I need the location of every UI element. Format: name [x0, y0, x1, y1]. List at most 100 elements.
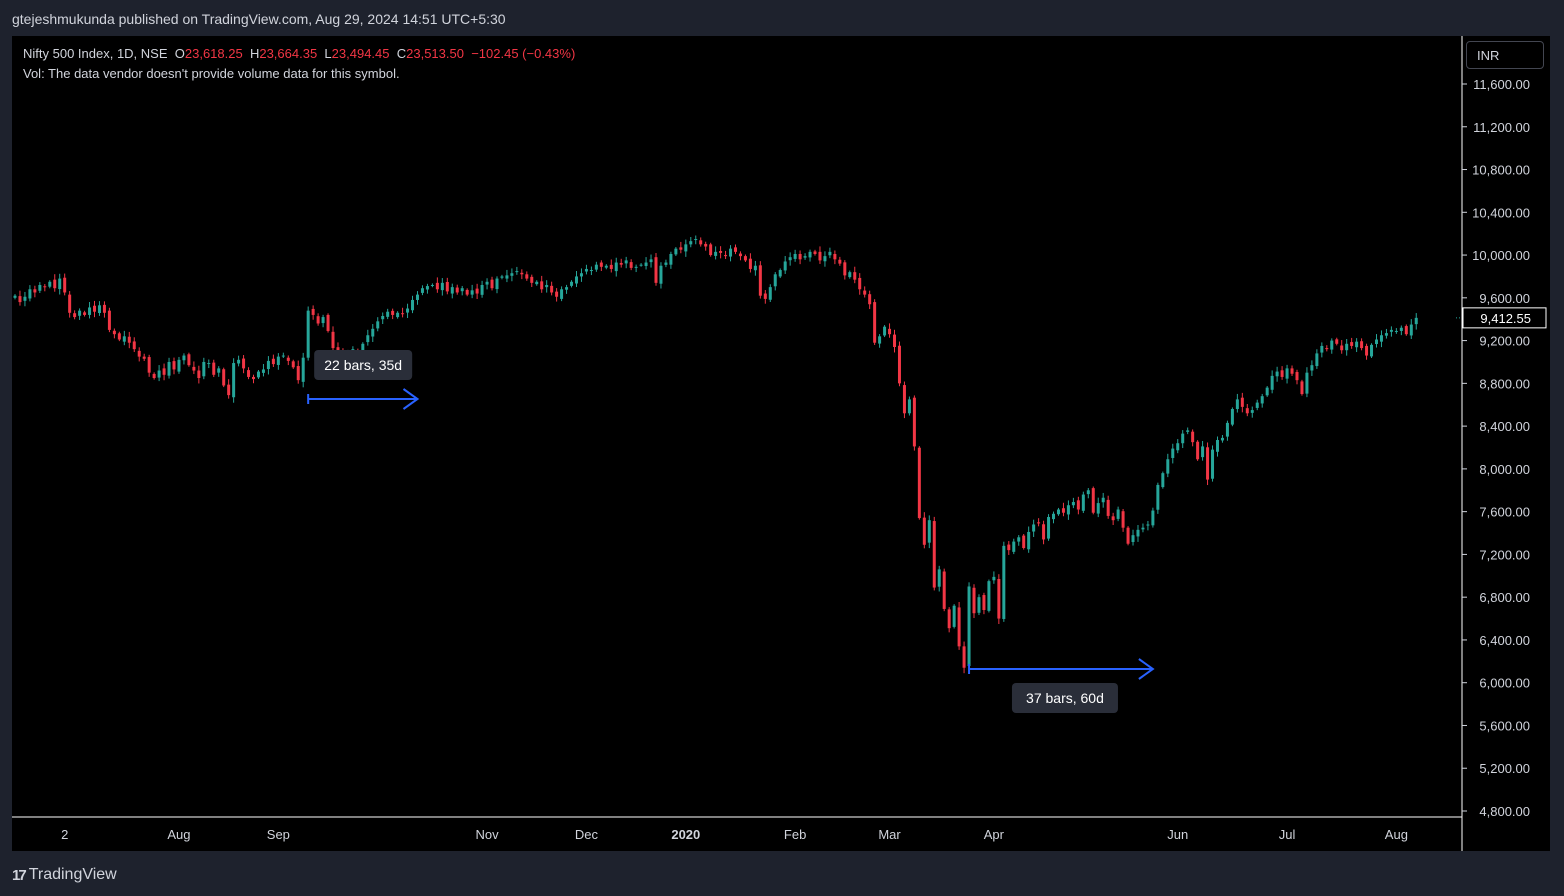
candle-body [1161, 473, 1165, 488]
candle [709, 242, 713, 257]
candle-body [197, 370, 201, 379]
candle [470, 284, 474, 299]
candle [202, 357, 206, 380]
candle [157, 365, 161, 382]
candle [520, 269, 524, 280]
candle-body [500, 276, 504, 278]
currency-button[interactable]: INR [1466, 41, 1544, 69]
price-tick-label: 11,600.00 [1473, 77, 1530, 92]
candle [977, 594, 981, 616]
time-tick-label: Feb [784, 827, 806, 842]
candle-body [227, 384, 231, 396]
candle [495, 276, 499, 294]
candle [972, 584, 976, 619]
candle [619, 258, 623, 268]
candle [704, 241, 708, 251]
candle-body [122, 336, 126, 342]
candle-body [1325, 348, 1329, 350]
candle-body [694, 239, 698, 241]
candle [271, 354, 275, 367]
candle [242, 355, 246, 374]
time-tick-label: Jun [1167, 827, 1188, 842]
candle-body [828, 251, 832, 256]
candle-body [644, 262, 648, 266]
candle [1220, 434, 1224, 443]
candle [639, 263, 643, 267]
candle [748, 253, 752, 273]
candle [838, 256, 842, 266]
candle [23, 291, 27, 307]
candle-body [699, 240, 703, 245]
candle [987, 579, 991, 613]
volume-note: Vol: The data vendor doesn't provide vol… [23, 66, 400, 81]
candle-body [932, 521, 936, 588]
candle [162, 363, 166, 381]
candle-body [371, 328, 375, 337]
low-value: 23,494.45 [331, 46, 390, 61]
candle [1007, 541, 1011, 555]
candle-body [63, 277, 67, 293]
candle [1265, 386, 1269, 397]
tradingview-brand[interactable]: 17 TradingView [12, 866, 117, 884]
candle-body [1270, 375, 1274, 390]
chart-area[interactable] [12, 36, 1550, 851]
candle [579, 268, 583, 282]
candle [863, 286, 867, 298]
candle [649, 254, 653, 268]
candle-body [137, 350, 141, 357]
candle-body [738, 253, 742, 257]
candle [614, 257, 618, 277]
candle [460, 285, 464, 296]
candle-body [594, 264, 598, 270]
candle-body [1131, 535, 1135, 543]
candle [768, 284, 772, 302]
candle-body [619, 262, 623, 265]
candle-body [78, 310, 82, 316]
candle-body [574, 276, 578, 284]
candle-body [1061, 508, 1065, 513]
candle [465, 288, 469, 297]
candle [734, 244, 737, 255]
candle [1320, 342, 1324, 358]
candle-body [411, 299, 415, 311]
candle-body [1056, 509, 1060, 515]
candle-body [291, 361, 295, 368]
candle [78, 308, 82, 320]
candle [828, 247, 832, 259]
candle-body [366, 335, 370, 343]
candle [565, 284, 569, 294]
candle [286, 355, 290, 366]
candle-body [261, 369, 265, 373]
candle [684, 239, 688, 257]
candle-body [818, 251, 822, 261]
candle [1146, 520, 1150, 531]
candle-body [430, 284, 434, 286]
candle-body [1220, 437, 1224, 441]
price-tick-label: 11,200.00 [1473, 120, 1530, 135]
candle-body [311, 308, 315, 315]
candle-body [1121, 511, 1125, 528]
symbol-name[interactable]: Nifty 500 Index, 1D, NSE [23, 46, 168, 61]
candle [878, 334, 882, 348]
candle [58, 273, 62, 295]
candle-body [415, 294, 419, 300]
candle [1206, 442, 1210, 486]
candle [1230, 407, 1234, 427]
candle [192, 361, 196, 375]
candle [376, 317, 380, 332]
candle [1275, 366, 1279, 382]
candle-body [455, 287, 459, 293]
candle [724, 250, 728, 260]
price-tick-label: 10,000.00 [1472, 248, 1530, 263]
candle [1052, 511, 1056, 524]
candle-body [962, 646, 966, 668]
candle [589, 266, 593, 276]
candle-body [1101, 497, 1105, 503]
candle-body [778, 270, 782, 277]
close-label: C [396, 46, 407, 61]
candle [823, 251, 827, 267]
candle [177, 356, 181, 374]
price-tick-label: 6,000.00 [1479, 676, 1530, 691]
candle-body [902, 385, 906, 414]
